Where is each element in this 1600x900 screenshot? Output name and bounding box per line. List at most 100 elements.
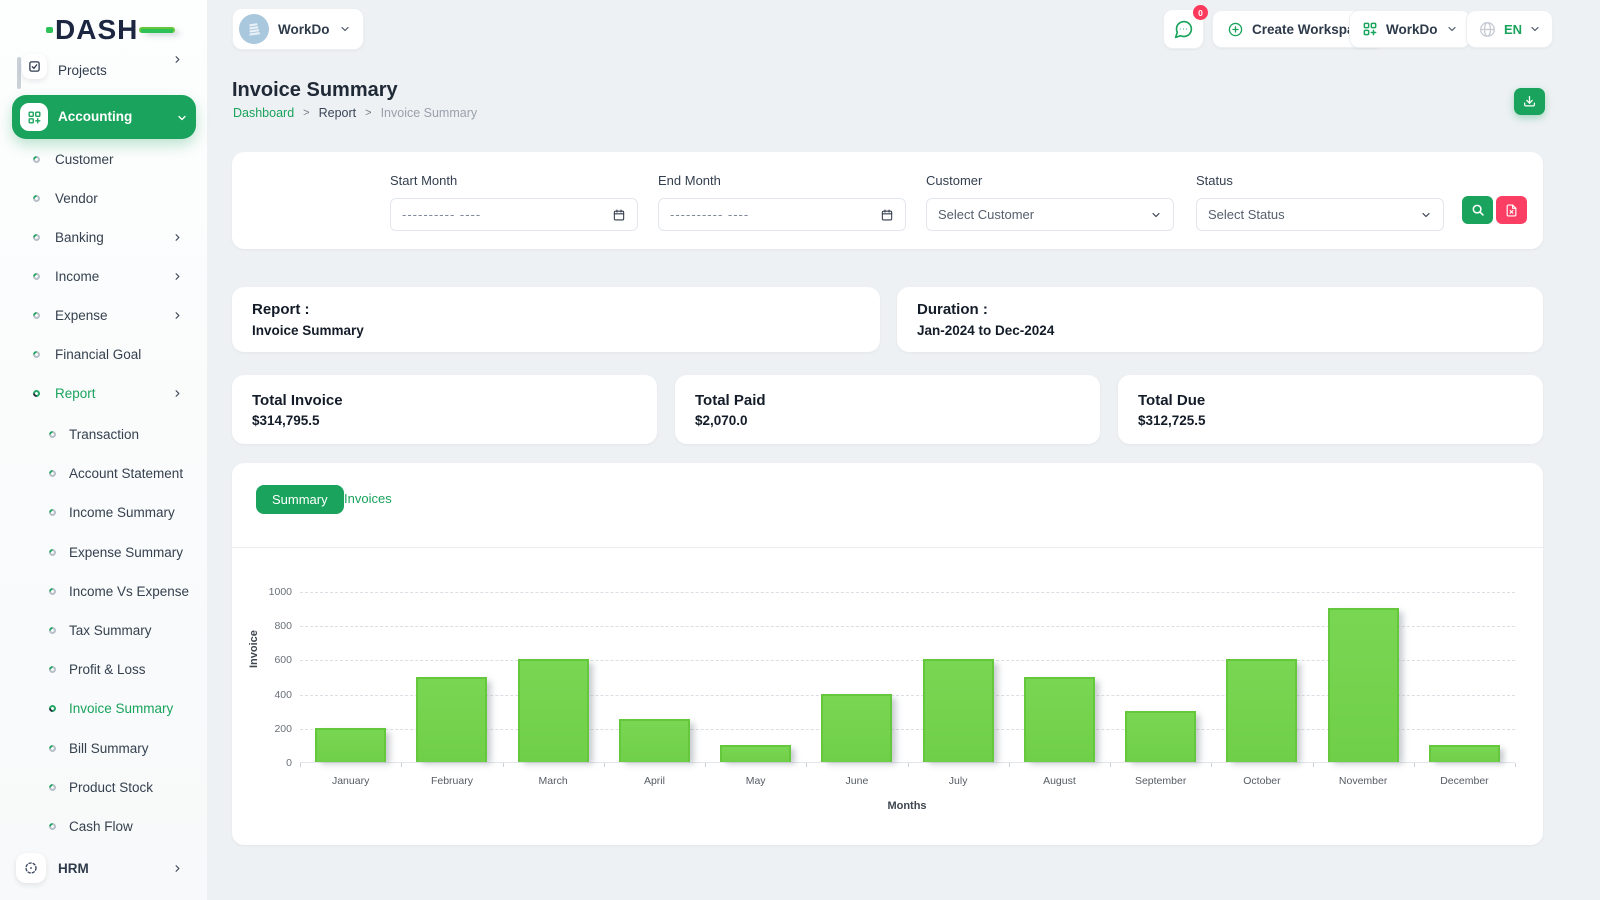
month-input[interactable]: ---------- ---- [658, 198, 906, 231]
messages-button[interactable]: 0 [1163, 5, 1208, 49]
bar-november[interactable] [1327, 608, 1399, 762]
chevron-right-icon [172, 232, 183, 243]
sidebar-item-income-vs-expense[interactable]: Income Vs Expense [0, 572, 207, 611]
gridline-600 [300, 660, 1515, 662]
bar-february[interactable] [416, 676, 488, 762]
apply-filters-button[interactable] [1462, 196, 1493, 224]
chevron-down-icon [1446, 23, 1458, 35]
sidebar-item-label: Report [55, 386, 96, 401]
logo-dot-accent [46, 27, 53, 33]
workspace-menu-label: WorkDo [1386, 21, 1438, 37]
sidebar-item-expense[interactable]: Expense [0, 296, 207, 335]
sidebar-item-label: HRM [58, 861, 89, 876]
tab-invoices[interactable]: Invoices [344, 491, 392, 506]
x-tick-label: December [1440, 775, 1489, 787]
sidebar-item-label: Invoice Summary [69, 701, 174, 717]
sidebar-item-label: Product Stock [69, 779, 154, 795]
workspace-menu[interactable]: WorkDo [1349, 10, 1471, 48]
bullet-icon [31, 388, 42, 399]
sidebar-item-income-summary[interactable]: Income Summary [0, 493, 207, 532]
month-placeholder: ---------- ---- [402, 207, 482, 222]
bullet-icon [47, 664, 58, 675]
sidebar-item-report[interactable]: Report [0, 374, 207, 413]
bullet-icon [31, 310, 42, 321]
x-tick-label: August [1043, 775, 1076, 787]
sidebar-item-transaction[interactable]: Transaction [0, 415, 207, 454]
select-input[interactable]: Select Status [1196, 198, 1444, 231]
sidebar-item-customer[interactable]: Customer [0, 140, 207, 179]
sidebar-item-banking[interactable]: Banking [0, 218, 207, 257]
sidebar-item-financial-goal[interactable]: Financial Goal [0, 335, 207, 374]
sidebar-item-projects[interactable]: Projects [0, 54, 207, 88]
sidebar-item-tax-summary[interactable]: Tax Summary [0, 611, 207, 650]
download-button[interactable] [1514, 88, 1545, 115]
bar-march[interactable] [517, 659, 589, 762]
gridline-400 [300, 694, 1515, 696]
bullet-icon [47, 625, 58, 636]
sidebar-item-expense-summary[interactable]: Expense Summary [0, 533, 207, 572]
report-label: Report : [252, 301, 310, 318]
bar-april[interactable] [618, 719, 690, 762]
bar-october[interactable] [1226, 659, 1298, 762]
reset-filters-button[interactable] [1496, 196, 1527, 224]
sidebar-item-label: Banking [55, 230, 104, 245]
month-input[interactable]: ---------- ---- [390, 198, 638, 231]
x-axis-tick [907, 763, 909, 767]
sidebar-item-label: Bill Summary [69, 740, 149, 756]
bar-january[interactable] [315, 727, 387, 762]
chevron-down-icon [1529, 23, 1541, 35]
gridline-800 [300, 626, 1515, 628]
sidebar-item-product-stock[interactable]: Product Stock [0, 768, 207, 807]
selected-value: Select Status [1208, 207, 1285, 222]
sidebar-item-label: Income [55, 269, 100, 284]
breadcrumb-item-report: Report [318, 106, 357, 120]
workspace-switcher[interactable]: WorkDo [232, 8, 364, 50]
x-tick-label: January [331, 775, 370, 787]
chevron-right-icon [172, 388, 183, 399]
language-selector[interactable]: EN [1466, 10, 1554, 48]
x-tick-label: June [845, 775, 869, 787]
sidebar-scrollbar[interactable] [17, 57, 21, 89]
sidebar-item-vendor[interactable]: Vendor [0, 179, 207, 218]
bullet-icon [31, 193, 42, 204]
breadcrumb-item-dashboard[interactable]: Dashboard [233, 106, 295, 120]
total-value: $2,070.0 [695, 413, 748, 428]
sidebar-item-income[interactable]: Income [0, 257, 207, 296]
sidebar-item-hrm[interactable]: HRM [0, 850, 207, 886]
chevron-right-icon [172, 310, 183, 321]
x-axis-tick [1008, 763, 1010, 767]
x-tick-label: October [1243, 775, 1281, 787]
bullet-icon [47, 782, 58, 793]
x-axis-tick [603, 763, 605, 767]
bullet-icon [31, 349, 42, 360]
chevron-down-icon [176, 112, 188, 124]
bar-june[interactable] [821, 693, 893, 762]
app-logo-text: DASH [55, 14, 139, 45]
select-input[interactable]: Select Customer [926, 198, 1174, 231]
file-x-icon [1505, 204, 1518, 217]
sidebar-item-account-statement[interactable]: Account Statement [0, 454, 207, 493]
sidebar-item-bill-summary[interactable]: Bill Summary [0, 729, 207, 768]
bar-december[interactable] [1428, 744, 1500, 762]
sidebar-item-label: Projects [58, 63, 107, 78]
sidebar-item-invoice-summary[interactable]: Invoice Summary [0, 689, 207, 728]
bullet-icon [47, 703, 58, 714]
x-tick-label: March [538, 775, 568, 787]
gridline-200 [300, 728, 1515, 730]
sidebar-item-cash-flow[interactable]: Cash Flow [0, 807, 207, 846]
filter-field-end-month: End Month ---------- ---- [658, 173, 906, 231]
sidebar-item-profit-loss[interactable]: Profit & Loss [0, 650, 207, 689]
duration-value: Jan-2024 to Dec-2024 [917, 323, 1055, 338]
bar-september[interactable] [1125, 710, 1197, 762]
tab-summary[interactable]: Summary [256, 485, 344, 514]
bullet-icon [31, 232, 42, 243]
bullet-icon [47, 429, 58, 440]
bar-may[interactable] [720, 744, 792, 762]
bar-august[interactable] [1023, 676, 1095, 762]
bar-july[interactable] [922, 659, 994, 762]
selected-value: Select Customer [938, 207, 1035, 222]
y-tick-label: 1000 [268, 586, 292, 598]
x-axis-tick [300, 763, 301, 767]
month-placeholder: ---------- ---- [670, 207, 750, 222]
sidebar-item-accounting[interactable]: Accounting [12, 95, 196, 139]
